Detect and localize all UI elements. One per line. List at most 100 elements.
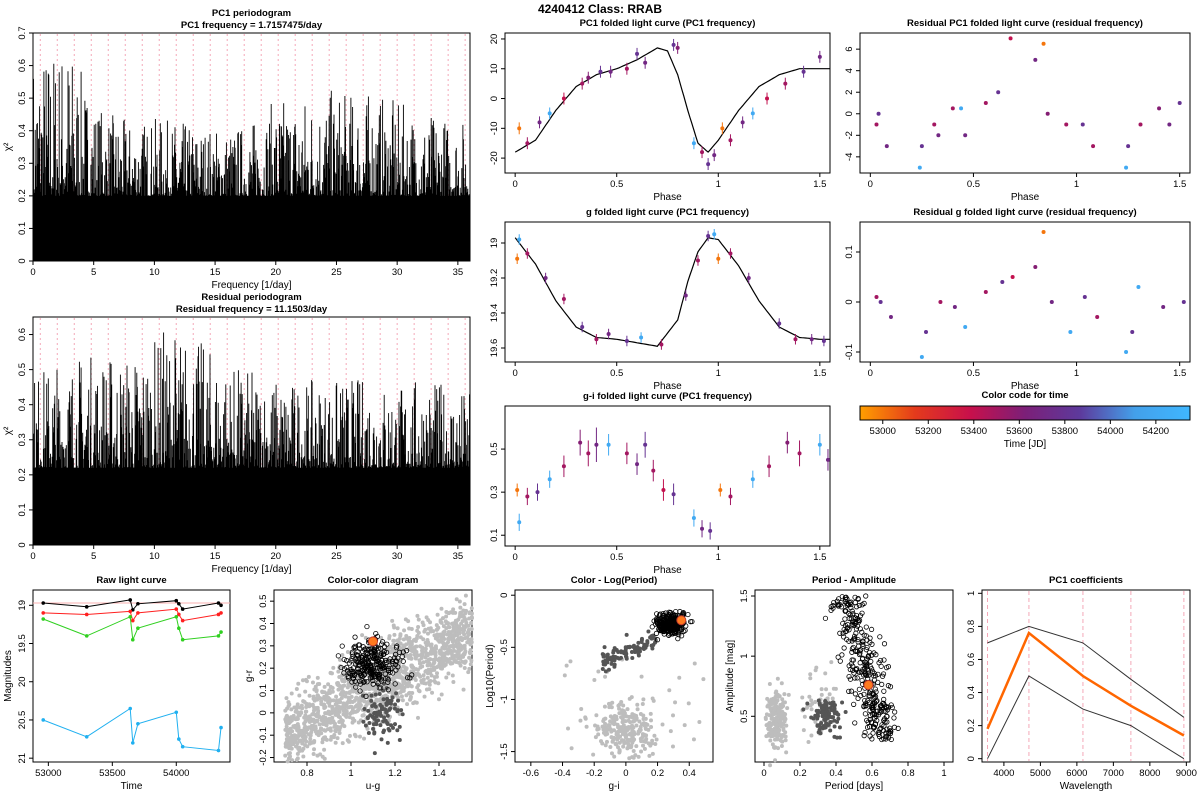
background-point [326, 682, 331, 687]
rrab-point [859, 629, 865, 635]
data-point [1010, 275, 1015, 279]
background-point [404, 653, 409, 658]
y-tick-label: -4 [844, 153, 855, 161]
background-point [289, 691, 294, 696]
rrab-point [857, 660, 863, 666]
background-point [781, 714, 786, 719]
rrab-point [841, 645, 847, 651]
background-point [467, 651, 472, 656]
background-point [667, 688, 672, 693]
y-tick-label: -1 [499, 695, 510, 703]
background-point [610, 739, 615, 744]
x-axis-label: Phase [1011, 192, 1040, 203]
data-point [598, 69, 603, 74]
background-point [416, 617, 421, 622]
class-point [826, 722, 831, 727]
x-axis-label: Wavelength [1060, 781, 1112, 792]
rrab-point [674, 624, 681, 630]
page-title: 4240412 Class: RRAB [537, 2, 663, 16]
background-point [564, 663, 569, 668]
class-point [819, 721, 824, 726]
background-point [620, 720, 625, 725]
data-point [825, 457, 830, 462]
class-point [383, 707, 388, 712]
rrab-point [847, 676, 854, 682]
class-point [388, 706, 393, 711]
rrab-point [390, 670, 396, 676]
y-tick-label: -1.5 [499, 743, 510, 759]
background-point [638, 724, 643, 729]
background-point [774, 733, 779, 738]
rrab-point [835, 654, 841, 660]
class-point [608, 655, 613, 660]
rrab-point [378, 685, 384, 691]
this-star-marker [368, 636, 378, 647]
data-point [1167, 122, 1172, 127]
class-point [815, 714, 820, 719]
rrab-point [400, 649, 406, 655]
rrab-point [341, 656, 347, 663]
background-point [780, 697, 785, 702]
rrab-point [872, 694, 879, 700]
background-point [419, 680, 424, 685]
background-point [650, 751, 655, 756]
rrab-point [663, 618, 669, 624]
data-point [635, 462, 640, 467]
background-point [562, 673, 567, 678]
y-tick-label: 0.1 [844, 245, 855, 258]
y-tick-label: 1.5 [739, 589, 750, 602]
background-point [362, 736, 367, 741]
background-point [632, 718, 637, 723]
background-point [344, 691, 349, 696]
x-tick-label: 5 [91, 551, 96, 562]
rrab-point [373, 630, 379, 637]
x-tick-label: 0.5 [967, 179, 980, 190]
periodogram-floor [33, 471, 470, 545]
rrab-point [848, 616, 854, 622]
background-point [439, 606, 444, 611]
light-curve-point [177, 626, 181, 631]
class-point [371, 726, 376, 731]
data-point [1033, 265, 1038, 269]
y-tick-label: -0.5 [499, 639, 510, 655]
y-tick-label: 0.8 [966, 620, 977, 633]
class-point [372, 711, 377, 716]
light-curve-point [128, 609, 133, 614]
background-point [433, 680, 438, 685]
background-point [464, 608, 469, 613]
rrab-point [866, 649, 873, 655]
background-point [617, 748, 622, 753]
light-curve-point [180, 607, 185, 611]
background-point [819, 687, 824, 692]
background-point [293, 744, 298, 749]
background-point [400, 698, 405, 703]
x-tick-label: 35 [453, 551, 464, 562]
y-tick-label: 0.1 [17, 222, 28, 235]
x-tick-label: 30 [392, 267, 403, 278]
rrab-point [884, 665, 890, 671]
data-point [797, 451, 802, 456]
background-point [462, 660, 467, 665]
background-point [456, 646, 461, 651]
class-point [809, 715, 814, 720]
data-point [1181, 300, 1186, 304]
background-point [295, 741, 300, 746]
rrab-point [365, 654, 371, 660]
rrab-point [387, 656, 393, 662]
background-point [424, 643, 429, 648]
class-point [362, 707, 367, 712]
rrab-point [345, 668, 351, 674]
class-point [836, 716, 841, 721]
x-tick-label: 0.5 [610, 179, 623, 190]
rrab-point [363, 646, 369, 652]
class-point [395, 708, 400, 713]
data-point [675, 45, 680, 50]
rrab-point [375, 680, 381, 686]
data-point [1157, 106, 1162, 111]
background-point [641, 743, 646, 748]
pc1-folded-chart: 0 0.5 1 1.5 -20 -10 0 10 20 PC1 folded light curv… [489, 18, 831, 203]
rrab-point [862, 662, 868, 668]
data-point [1177, 101, 1182, 105]
background-point [289, 741, 294, 746]
x-tick-label: 1.4 [432, 768, 445, 779]
